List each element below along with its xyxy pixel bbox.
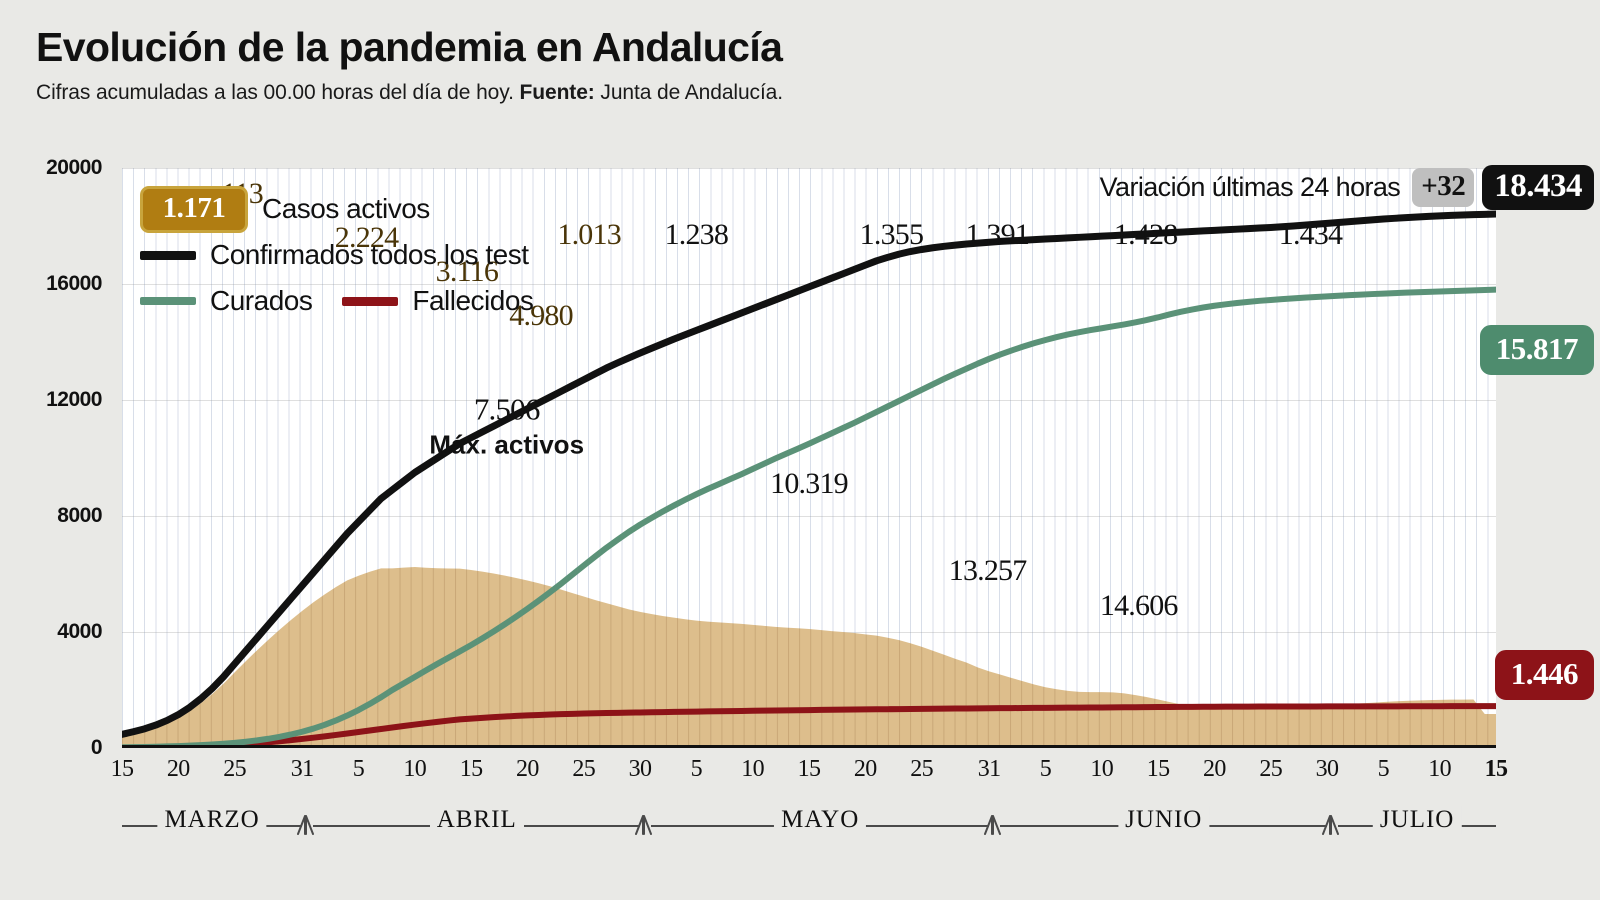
- x-axis-tick: 10: [1090, 756, 1114, 782]
- x-axis-tick: 15: [459, 756, 483, 782]
- y-axis-tick: 16000: [46, 272, 102, 295]
- y-axis-tick: 4000: [57, 620, 102, 643]
- month-name: ABRIL: [429, 806, 524, 834]
- x-axis-tick: 15: [1484, 756, 1508, 782]
- x-axis-tick: 5: [352, 756, 365, 782]
- annotation-value: 1.238: [664, 217, 729, 251]
- legend-swatch-curados: [140, 297, 196, 305]
- x-axis-tick: 20: [516, 756, 539, 782]
- annotation-value: 2.224: [334, 220, 399, 254]
- series-line-confirmados: [122, 213, 1496, 734]
- month-label-group: ABRIL: [313, 806, 641, 846]
- x-axis-tick: 10: [403, 756, 427, 782]
- month-name: JUNIO: [1118, 806, 1210, 834]
- x-axis-tick: 5: [1377, 756, 1390, 782]
- annotation-value: 10.319: [770, 467, 849, 501]
- y-axis-tick: 8000: [57, 504, 102, 527]
- legend-active-value-badge: 1.171: [140, 185, 248, 233]
- subtitle-text-2: Junta de Andalucía.: [594, 81, 784, 105]
- x-axis-tick: 15: [110, 756, 134, 782]
- annotation-value: 1.355: [859, 217, 924, 251]
- variation-24h: Variación últimas 24 horas +32 18.434: [1100, 164, 1594, 210]
- x-axis-tick: 25: [572, 756, 596, 782]
- legend-swatch-confirmados: [140, 250, 196, 260]
- legend-label-fallecidos: Fallecidos: [412, 285, 534, 316]
- variation-delta-badge: +32: [1412, 167, 1475, 207]
- x-axis-tick: 25: [910, 756, 934, 782]
- annotation-value: 4.980: [509, 298, 573, 332]
- annotation-value: 3.116: [435, 255, 499, 289]
- page-title: Evolución de la pandemia en Andalucía: [36, 24, 783, 70]
- month-label-group: JULIO: [1338, 806, 1496, 846]
- chart-header: Evolución de la pandemia en Andalucía Ci…: [36, 24, 1556, 105]
- annotation-value: 1.434: [1278, 217, 1343, 251]
- annotation-max-activos: 7.506 Máx. activos: [429, 392, 584, 461]
- gridline-horizontal: [122, 168, 1496, 169]
- x-axis-tick: 5: [690, 756, 703, 782]
- legend-label-curados: Curados: [210, 285, 313, 316]
- x-axis-tick: 31: [977, 756, 1001, 782]
- series-line-curados: [122, 289, 1496, 747]
- variation-label: Variación últimas 24 horas: [1099, 171, 1401, 202]
- x-axis-tick: 25: [223, 756, 247, 782]
- gridline-horizontal: [122, 400, 1496, 401]
- x-axis-tick: 31: [290, 756, 314, 782]
- month-separator-bracket: [634, 815, 657, 835]
- x-axis-tick: 30: [1315, 756, 1339, 782]
- x-axis-tick: 5: [1039, 756, 1052, 782]
- y-axis-tick: 12000: [46, 388, 102, 411]
- month-separator-bracket: [1321, 815, 1344, 835]
- month-label-group: JUNIO: [1000, 806, 1328, 846]
- edge-badge-fallecidos: 1.446: [1494, 650, 1594, 700]
- month-name: JULIO: [1372, 806, 1462, 834]
- chart-subtitle: Cifras acumuladas a las 00.00 horas del …: [36, 81, 1556, 105]
- annotation-max-value: 7.506: [473, 391, 541, 427]
- x-axis-tick: 20: [166, 756, 190, 782]
- legend-label-casos-activos: Casos activos: [262, 193, 430, 224]
- variation-total-badge: 18.434: [1482, 164, 1594, 210]
- annotation-value: 1.013: [557, 217, 621, 251]
- legend-item-confirmados: Confirmados todos los test: [140, 232, 660, 278]
- x-axis-months: MARZO ABRIL MAYO JUNIO JULIO: [122, 806, 1496, 852]
- x-axis-ticks: 15 20 25 31 5 10 15 20 25 30 5 10 15 20 25 31 5 10 15 20 25 3…: [111, 756, 1508, 796]
- x-axis-tick: 15: [797, 756, 821, 782]
- annotation-value: 1.428: [1113, 217, 1178, 251]
- annotation-max-caption: Máx. activos: [429, 429, 585, 460]
- x-axis-tick: 10: [741, 756, 765, 782]
- edge-badge-curados: 15.817: [1479, 325, 1594, 375]
- month-separator-bracket: [296, 815, 319, 835]
- y-axis: 0 4000 8000 12000 16000 20000: [0, 156, 112, 759]
- annotation-value: 1.391: [965, 217, 1029, 251]
- month-separator-bracket: [983, 815, 1006, 835]
- x-axis-tick: 25: [1259, 756, 1283, 782]
- chart-legend: 1.171 Casos activos Confirmados todos lo…: [140, 185, 660, 324]
- month-label-group: MARZO: [122, 806, 303, 846]
- month-name: MARZO: [157, 806, 267, 834]
- annotation-value: 13.257: [948, 554, 1028, 588]
- y-axis-tick: 20000: [46, 156, 102, 179]
- subtitle-source-label: Fuente:: [519, 81, 595, 105]
- x-axis-tick: 20: [853, 756, 877, 782]
- x-axis-baseline: [122, 745, 1496, 748]
- x-axis-tick: 15: [1146, 756, 1170, 782]
- legend-label-confirmados: Confirmados todos los test: [210, 239, 529, 270]
- series-area-casos-activos: [122, 566, 1496, 748]
- annotation-value: 14.606: [1099, 588, 1179, 622]
- x-axis-tick: 10: [1428, 756, 1452, 782]
- month-label-group: MAYO: [651, 806, 990, 846]
- legend-item-curados-fallecidos: Curados Fallecidos: [140, 278, 660, 324]
- x-axis-tick: 30: [628, 756, 652, 782]
- x-axis-tick: 20: [1203, 756, 1226, 782]
- legend-swatch-fallecidos: [342, 296, 399, 306]
- chart-series-svg: [122, 168, 1496, 748]
- month-name: MAYO: [774, 806, 867, 834]
- subtitle-text-1: Cifras acumuladas a las 00.00 horas del …: [36, 81, 520, 105]
- gridline-horizontal: [122, 516, 1496, 517]
- legend-item-casos-activos: 1.171 Casos activos: [140, 185, 660, 233]
- series-line-fallecidos: [122, 706, 1496, 748]
- y-axis-tick: 0: [90, 736, 103, 759]
